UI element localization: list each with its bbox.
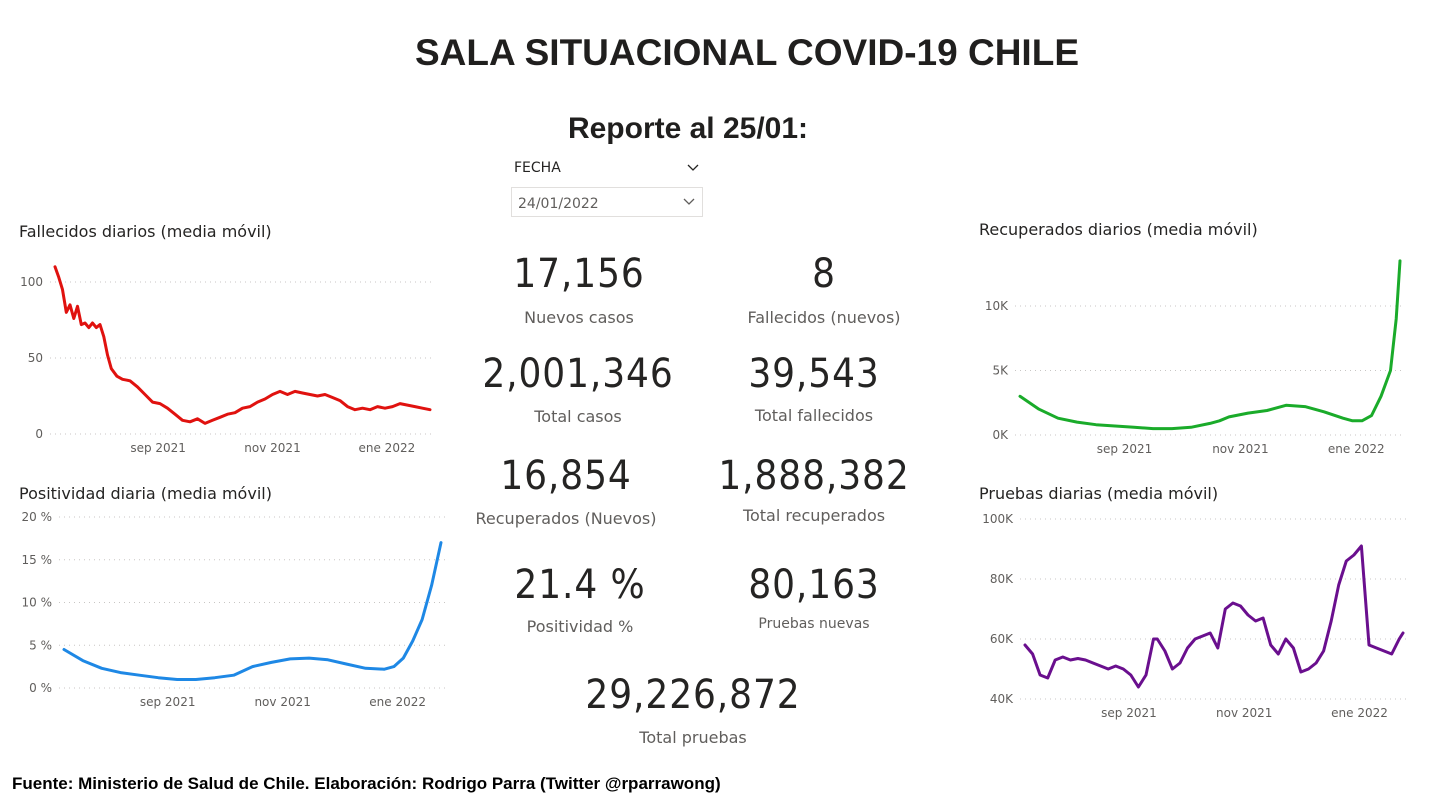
x-tick-label: sep 2021	[130, 441, 186, 455]
kpi-total-casos-label: Total casos	[534, 407, 622, 426]
kpi-nuevos-casos-value: 17,156	[513, 251, 645, 297]
x-tick-label: nov 2021	[1216, 706, 1272, 720]
kpi-total-recuperados-label: Total recuperados	[742, 506, 886, 525]
recuperados-series-line[interactable]	[1018, 259, 1402, 431]
y-tick-label: 0	[35, 427, 43, 441]
kpi-total-pruebas-value: 29,226,872	[585, 672, 801, 718]
y-tick-label: 100	[20, 275, 43, 289]
x-tick-label: nov 2021	[244, 441, 300, 455]
y-tick-label: 10 %	[22, 596, 53, 610]
x-tick-label: ene 2022	[1328, 442, 1385, 456]
kpi-total-fallecidos-value: 39,543	[748, 351, 880, 397]
y-tick-label: 0 %	[29, 681, 52, 695]
fallecidos-line-chart[interactable]: 0 50 100 sep 2021 nov 2021 ene 2022	[0, 0, 480, 470]
x-tick-label: ene 2022	[359, 441, 416, 455]
kpi-total-pruebas-label: Total pruebas	[639, 728, 747, 747]
kpi-total-casos-value: 2,001,346	[482, 351, 674, 397]
x-tick-label: sep 2021	[140, 695, 196, 709]
y-tick-label: 0K	[992, 428, 1009, 442]
chart-title-recuperados: Recuperados diarios (media móvil)	[979, 220, 1258, 239]
kpi-fallecidos-nuevos-value: 8	[812, 251, 836, 297]
source-footer: Fuente: Ministerio de Salud de Chile. El…	[12, 774, 721, 793]
kpi-positividad-label: Positividad %	[526, 617, 634, 636]
dashboard-title: SALA SITUACIONAL COVID-19 CHILE	[415, 32, 1079, 73]
y-tick-label: 50	[28, 351, 43, 365]
x-tick-label: nov 2021	[1212, 442, 1268, 456]
report-date-heading: Reporte al 25/01:	[567, 112, 809, 145]
kpi-positividad-value: 21.4 %	[514, 562, 646, 608]
pruebas-series-line[interactable]	[1023, 544, 1405, 689]
kpi-total-recuperados-value: 1,888,382	[718, 453, 910, 499]
chevron-down-icon[interactable]	[682, 195, 696, 209]
positividad-line-chart[interactable]: 0 % 5 % 10 % 15 % 20 % sep 2021 nov 2021 ene 20…	[0, 0, 480, 720]
date-slicer-value[interactable]: 24/01/2022	[518, 196, 599, 212]
y-tick-label: 5 %	[29, 638, 52, 652]
kpi-pruebas-nuevas-value: 80,163	[748, 562, 880, 608]
kpi-pruebas-nuevas-label: Pruebas nuevas	[758, 616, 870, 632]
y-tick-label: 15 %	[22, 553, 53, 567]
x-tick-label: ene 2022	[1331, 706, 1388, 720]
fallecidos-series-line[interactable]	[53, 265, 432, 425]
y-tick-label: 40K	[990, 692, 1014, 706]
recuperados-line-chart[interactable]: 0K 5K 10K sep 2021 nov 2021 ene 2022	[0, 0, 1429, 470]
y-tick-label: 80K	[990, 572, 1014, 586]
x-tick-label: sep 2021	[1097, 442, 1153, 456]
kpi-fallecidos-nuevos-label: Fallecidos (nuevos)	[747, 308, 901, 327]
x-tick-label: ene 2022	[369, 695, 426, 709]
x-tick-label: nov 2021	[254, 695, 310, 709]
y-tick-label: 60K	[990, 632, 1014, 646]
chevron-down-icon[interactable]	[686, 161, 700, 175]
date-slicer-dropdown[interactable]	[511, 187, 703, 217]
y-tick-label: 20 %	[22, 510, 53, 524]
kpi-recuperados-nuevos-value: 16,854	[500, 453, 632, 499]
chart-title-fallecidos: Fallecidos diarios (media móvil)	[19, 222, 272, 241]
kpi-nuevos-casos-label: Nuevos casos	[524, 308, 634, 327]
chart-title-positividad: Positividad diaria (media móvil)	[19, 484, 272, 503]
date-slicer-label: FECHA	[514, 160, 561, 176]
kpi-recuperados-nuevos-label: Recuperados (Nuevos)	[475, 509, 657, 528]
positividad-series-line[interactable]	[62, 541, 443, 681]
x-tick-label: sep 2021	[1101, 706, 1157, 720]
chart-title-pruebas: Pruebas diarias (media móvil)	[979, 484, 1219, 503]
y-tick-label: 10K	[985, 299, 1009, 313]
y-tick-label: 100K	[982, 512, 1014, 526]
y-tick-label: 5K	[992, 364, 1009, 378]
kpi-total-fallecidos-label: Total fallecidos	[754, 406, 874, 425]
